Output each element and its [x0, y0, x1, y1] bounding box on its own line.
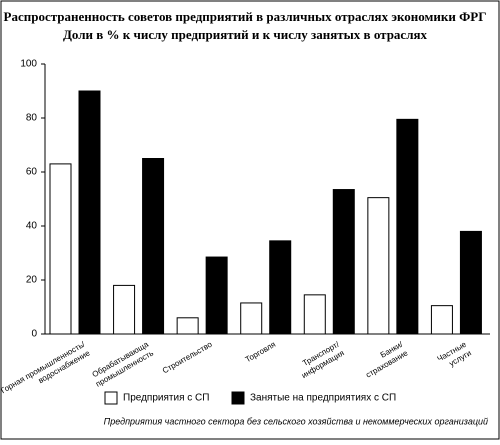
legend-swatch	[231, 391, 245, 405]
bar	[49, 163, 72, 335]
bar	[396, 118, 419, 335]
bar	[367, 197, 390, 335]
y-tick-label: 60	[26, 167, 38, 178]
bar	[240, 302, 263, 335]
x-tick-label: Горная промышленность/	[0, 339, 87, 395]
legend-label: Предприятия с СП	[123, 393, 209, 404]
y-tick-label: 40	[26, 221, 38, 232]
chart-title: Распространенность советов предприятий в…	[4, 9, 487, 24]
chart-subtitle: Доли в % к числу предприятий и к числу з…	[63, 27, 428, 42]
y-tick-label: 80	[26, 113, 38, 124]
bar	[142, 158, 165, 335]
x-tick-label-group: Строительство	[161, 339, 214, 375]
bar	[459, 230, 482, 335]
y-tick-label: 100	[20, 59, 37, 70]
x-tick-label: Строительство	[161, 339, 214, 375]
bar	[303, 294, 326, 335]
legend-swatch	[104, 391, 118, 405]
bar	[430, 305, 453, 335]
bar	[176, 317, 199, 335]
y-tick-label: 0	[31, 329, 37, 340]
bar	[332, 189, 355, 335]
x-tick-label-group: Транспорт/информация	[300, 339, 346, 380]
x-tick-label-group: Банки/страхование	[364, 339, 410, 379]
bar	[113, 284, 136, 335]
legend-label: Занятые на предприятиях с СП	[250, 393, 396, 404]
footnote: Предприятия частного сектора без сельско…	[104, 416, 488, 426]
x-tick-label: Торговля	[244, 340, 277, 365]
bar	[269, 240, 292, 335]
bar	[78, 90, 101, 335]
x-tick-label-group: Торговля	[244, 340, 277, 365]
bar	[205, 256, 228, 335]
y-tick-label: 20	[26, 275, 38, 286]
x-tick-label-group: Горная промышленность/водоснабжение	[0, 339, 92, 395]
